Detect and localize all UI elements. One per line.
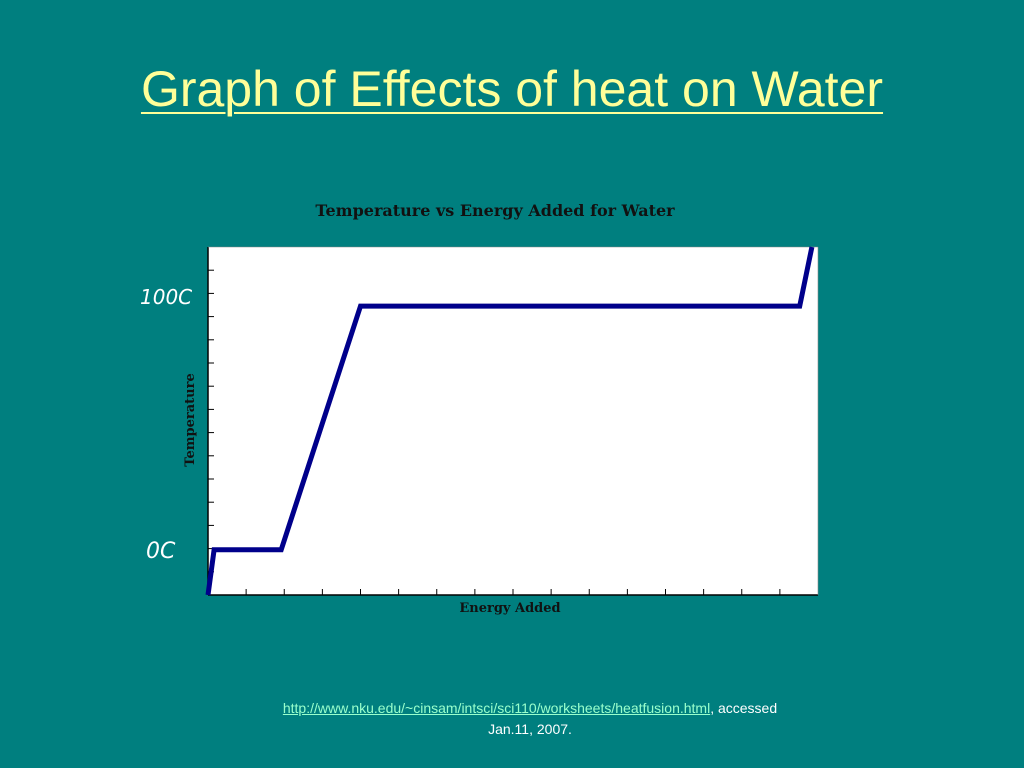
- fusion-underline: [297, 534, 686, 549]
- annotation-0c: 0C: [146, 539, 176, 564]
- series-line-temperature: [205, 246, 815, 596]
- citation-link[interactable]: http://www.nku.edu/~cinsam/intsci/sci110…: [282, 700, 711, 716]
- slide-title: Graph of Effects of heat on Water: [140, 61, 884, 117]
- chart-title: Temperature vs Energy Added for Water: [315, 201, 675, 220]
- citation-accessed: , accessed: [710, 700, 778, 716]
- x-axis-label: Energy Added: [459, 601, 560, 616]
- chart: Temperature vs Energy Added for Water En…: [140, 201, 819, 616]
- vaporization-underline: [371, 283, 801, 291]
- citation: http://www.nku.edu/~cinsam/intsci/sci110…: [200, 698, 860, 740]
- annotation-100c: 100C: [140, 285, 192, 309]
- y-axis-label: Temperature: [183, 373, 198, 466]
- citation-date: Jan.11, 2007.: [488, 721, 572, 737]
